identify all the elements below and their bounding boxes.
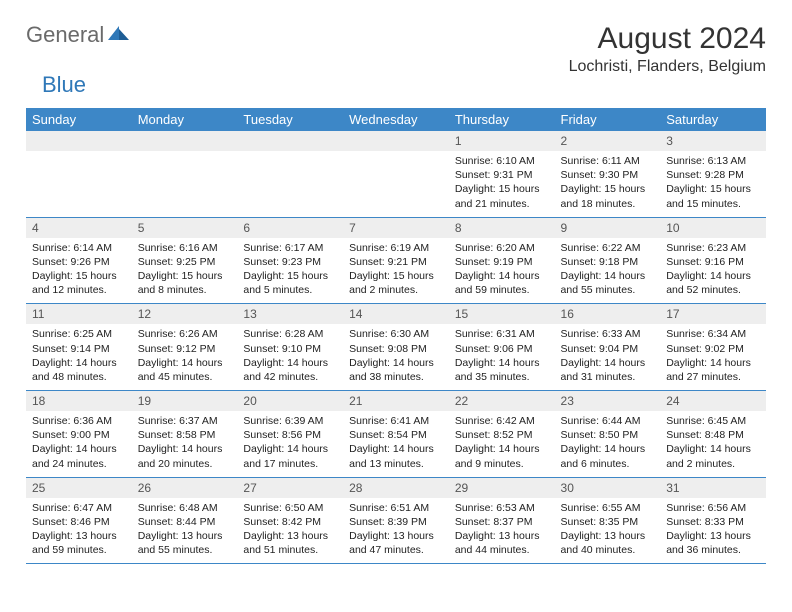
- weekday-header: Friday: [555, 108, 661, 131]
- day-number-row: 45678910: [26, 217, 766, 238]
- day-info: Sunrise: 6:37 AMSunset: 8:58 PMDaylight:…: [132, 411, 238, 477]
- day-number: 14: [343, 304, 449, 325]
- day-info: Sunrise: 6:34 AMSunset: 9:02 PMDaylight:…: [660, 324, 766, 390]
- day-number: 24: [660, 391, 766, 412]
- day-info: Sunrise: 6:55 AMSunset: 8:35 PMDaylight:…: [555, 498, 661, 564]
- day-number: 19: [132, 391, 238, 412]
- day-info: Sunrise: 6:56 AMSunset: 8:33 PMDaylight:…: [660, 498, 766, 564]
- title-block: August 2024 Lochristi, Flanders, Belgium: [569, 22, 766, 76]
- day-info: Sunrise: 6:11 AMSunset: 9:30 PMDaylight:…: [555, 151, 661, 217]
- day-info: Sunrise: 6:20 AMSunset: 9:19 PMDaylight:…: [449, 238, 555, 304]
- day-number: 1: [449, 131, 555, 151]
- day-number: 3: [660, 131, 766, 151]
- day-info: Sunrise: 6:39 AMSunset: 8:56 PMDaylight:…: [237, 411, 343, 477]
- day-info: Sunrise: 6:19 AMSunset: 9:21 PMDaylight:…: [343, 238, 449, 304]
- day-number: 30: [555, 477, 661, 498]
- day-number: 9: [555, 217, 661, 238]
- day-info: Sunrise: 6:23 AMSunset: 9:16 PMDaylight:…: [660, 238, 766, 304]
- day-number-row: 18192021222324: [26, 391, 766, 412]
- day-number: 12: [132, 304, 238, 325]
- day-info: Sunrise: 6:26 AMSunset: 9:12 PMDaylight:…: [132, 324, 238, 390]
- day-number: 17: [660, 304, 766, 325]
- logo: General: [26, 22, 132, 48]
- day-info: Sunrise: 6:31 AMSunset: 9:06 PMDaylight:…: [449, 324, 555, 390]
- logo-icon: [108, 24, 130, 47]
- day-info: Sunrise: 6:45 AMSunset: 8:48 PMDaylight:…: [660, 411, 766, 477]
- day-number: 22: [449, 391, 555, 412]
- day-info: [237, 151, 343, 217]
- day-info: Sunrise: 6:42 AMSunset: 8:52 PMDaylight:…: [449, 411, 555, 477]
- location: Lochristi, Flanders, Belgium: [569, 58, 766, 76]
- day-number: 25: [26, 477, 132, 498]
- logo-blue-text: Blue: [42, 72, 86, 97]
- weekday-header: Saturday: [660, 108, 766, 131]
- day-number-row: 25262728293031: [26, 477, 766, 498]
- day-number: 10: [660, 217, 766, 238]
- day-info: [26, 151, 132, 217]
- day-number: [132, 131, 238, 151]
- weekday-header: Monday: [132, 108, 238, 131]
- day-number: 27: [237, 477, 343, 498]
- day-info: Sunrise: 6:41 AMSunset: 8:54 PMDaylight:…: [343, 411, 449, 477]
- day-number: 16: [555, 304, 661, 325]
- day-info: Sunrise: 6:16 AMSunset: 9:25 PMDaylight:…: [132, 238, 238, 304]
- day-number: 8: [449, 217, 555, 238]
- day-number: 23: [555, 391, 661, 412]
- day-info: Sunrise: 6:17 AMSunset: 9:23 PMDaylight:…: [237, 238, 343, 304]
- page-title: August 2024: [569, 22, 766, 56]
- day-number: 6: [237, 217, 343, 238]
- weekday-header: Wednesday: [343, 108, 449, 131]
- day-info: Sunrise: 6:28 AMSunset: 9:10 PMDaylight:…: [237, 324, 343, 390]
- day-info-row: Sunrise: 6:25 AMSunset: 9:14 PMDaylight:…: [26, 324, 766, 390]
- weekday-header: Thursday: [449, 108, 555, 131]
- calendar-table: SundayMondayTuesdayWednesdayThursdayFrid…: [26, 108, 766, 564]
- day-info: Sunrise: 6:44 AMSunset: 8:50 PMDaylight:…: [555, 411, 661, 477]
- day-info: Sunrise: 6:48 AMSunset: 8:44 PMDaylight:…: [132, 498, 238, 564]
- day-number: 31: [660, 477, 766, 498]
- day-info: Sunrise: 6:53 AMSunset: 8:37 PMDaylight:…: [449, 498, 555, 564]
- day-info-row: Sunrise: 6:36 AMSunset: 9:00 PMDaylight:…: [26, 411, 766, 477]
- day-number: 11: [26, 304, 132, 325]
- day-number: 7: [343, 217, 449, 238]
- day-number: 20: [237, 391, 343, 412]
- day-number: 13: [237, 304, 343, 325]
- day-info-row: Sunrise: 6:14 AMSunset: 9:26 PMDaylight:…: [26, 238, 766, 304]
- day-info: Sunrise: 6:36 AMSunset: 9:00 PMDaylight:…: [26, 411, 132, 477]
- day-info: Sunrise: 6:10 AMSunset: 9:31 PMDaylight:…: [449, 151, 555, 217]
- day-info-row: Sunrise: 6:10 AMSunset: 9:31 PMDaylight:…: [26, 151, 766, 217]
- day-info: Sunrise: 6:22 AMSunset: 9:18 PMDaylight:…: [555, 238, 661, 304]
- day-number: 4: [26, 217, 132, 238]
- day-info-row: Sunrise: 6:47 AMSunset: 8:46 PMDaylight:…: [26, 498, 766, 564]
- weekday-header: Tuesday: [237, 108, 343, 131]
- day-info: Sunrise: 6:51 AMSunset: 8:39 PMDaylight:…: [343, 498, 449, 564]
- day-info: [132, 151, 238, 217]
- day-info: Sunrise: 6:30 AMSunset: 9:08 PMDaylight:…: [343, 324, 449, 390]
- weekday-header-row: SundayMondayTuesdayWednesdayThursdayFrid…: [26, 108, 766, 131]
- day-info: Sunrise: 6:47 AMSunset: 8:46 PMDaylight:…: [26, 498, 132, 564]
- day-number: 5: [132, 217, 238, 238]
- day-number: 28: [343, 477, 449, 498]
- day-number: 21: [343, 391, 449, 412]
- weekday-header: Sunday: [26, 108, 132, 131]
- day-number-row: 11121314151617: [26, 304, 766, 325]
- day-info: [343, 151, 449, 217]
- day-info: Sunrise: 6:14 AMSunset: 9:26 PMDaylight:…: [26, 238, 132, 304]
- day-number: 26: [132, 477, 238, 498]
- day-number: 18: [26, 391, 132, 412]
- day-number: [26, 131, 132, 151]
- day-number: 29: [449, 477, 555, 498]
- day-number: [343, 131, 449, 151]
- day-number-row: 123: [26, 131, 766, 151]
- day-info: Sunrise: 6:50 AMSunset: 8:42 PMDaylight:…: [237, 498, 343, 564]
- day-number: 15: [449, 304, 555, 325]
- day-info: Sunrise: 6:33 AMSunset: 9:04 PMDaylight:…: [555, 324, 661, 390]
- day-info: Sunrise: 6:25 AMSunset: 9:14 PMDaylight:…: [26, 324, 132, 390]
- day-number: [237, 131, 343, 151]
- day-number: 2: [555, 131, 661, 151]
- day-info: Sunrise: 6:13 AMSunset: 9:28 PMDaylight:…: [660, 151, 766, 217]
- logo-general: General: [26, 22, 104, 48]
